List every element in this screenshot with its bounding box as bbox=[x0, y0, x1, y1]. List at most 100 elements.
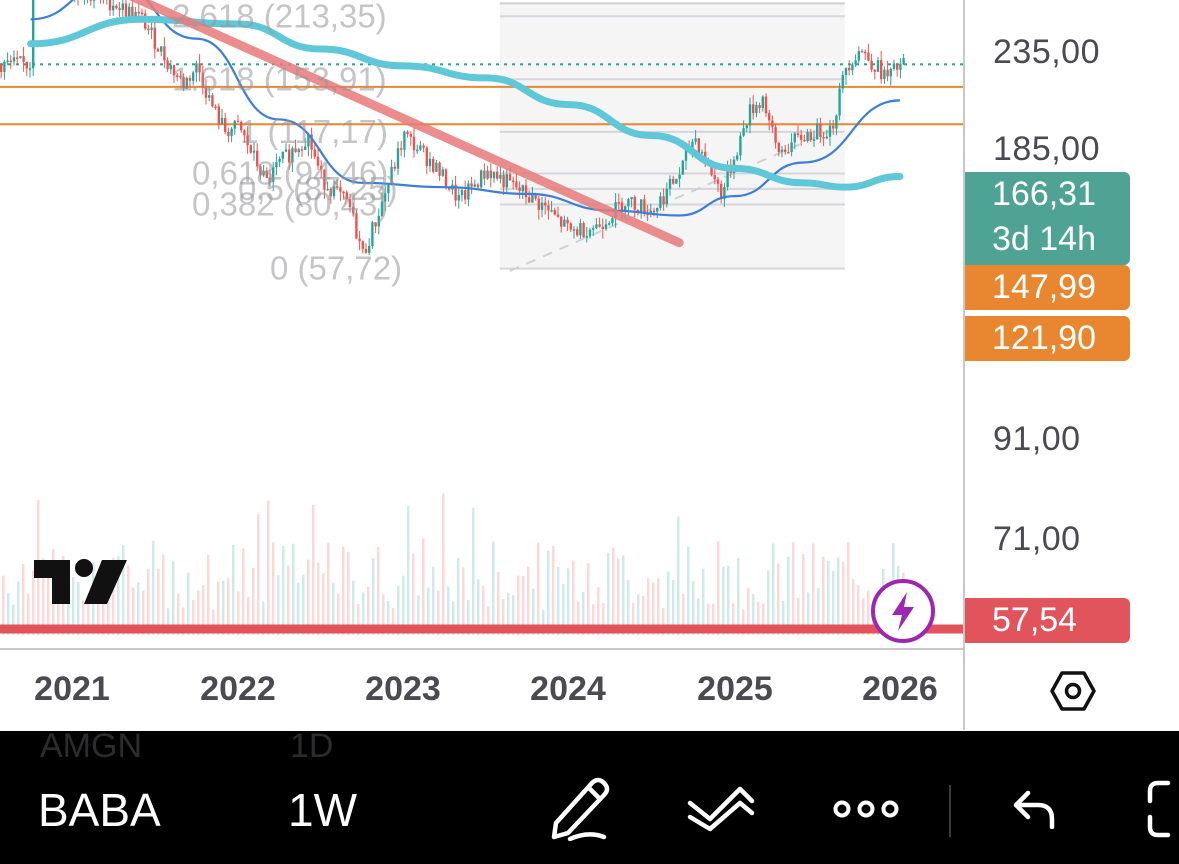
descending-trend-line bbox=[128, 0, 684, 248]
volume-bar bbox=[192, 599, 195, 635]
volume-bar bbox=[337, 593, 340, 635]
ghost-symbol: AMGN bbox=[40, 731, 142, 765]
candle-body bbox=[278, 158, 281, 163]
candle-body bbox=[6, 60, 9, 63]
ghost-interval: 1D bbox=[290, 731, 334, 765]
fib-level-label: 0 (57,72) bbox=[270, 250, 402, 287]
time-axis[interactable]: 2021 2022 2023 2024 2025 2026 bbox=[0, 650, 965, 730]
candle-body bbox=[540, 202, 544, 210]
time-tick: 2021 bbox=[34, 670, 110, 708]
candle-body bbox=[496, 171, 499, 179]
candle-body bbox=[243, 130, 246, 136]
volume-bar bbox=[527, 566, 530, 635]
candle-body bbox=[137, 11, 140, 14]
fib-level-label: 1 (117,17) bbox=[240, 113, 388, 150]
candle-body bbox=[480, 170, 483, 188]
candle-body bbox=[876, 60, 880, 72]
candle-body bbox=[595, 224, 598, 229]
price-tick: 185,00 bbox=[993, 130, 1100, 168]
candle-body bbox=[745, 125, 748, 129]
trend-line[interactable] bbox=[100, 0, 684, 248]
volume-bar bbox=[42, 558, 45, 635]
last-price-line bbox=[584, 63, 587, 66]
pen-icon[interactable] bbox=[548, 773, 612, 841]
volume-bar bbox=[427, 587, 430, 635]
fib-level-label: 0,382 (80,43) bbox=[192, 186, 388, 223]
candle-body bbox=[201, 72, 204, 88]
volume-bar bbox=[802, 554, 805, 635]
candle-body bbox=[550, 210, 553, 212]
candle-body bbox=[448, 187, 451, 190]
last-price-line bbox=[496, 63, 499, 66]
candle-body bbox=[403, 131, 406, 150]
volume-bar bbox=[267, 500, 270, 635]
last-price-line bbox=[184, 63, 187, 66]
candle-body bbox=[630, 196, 633, 200]
horizontal-levels[interactable] bbox=[0, 63, 965, 634]
candle-body bbox=[684, 149, 688, 161]
chart-pane[interactable]: 2.618 (213,35) 1.618 (153,91) 1 (117,17) 0,… bbox=[0, 0, 965, 650]
last-price-line bbox=[904, 63, 907, 66]
settings-hexagon-icon[interactable] bbox=[1050, 670, 1096, 712]
volume-bar bbox=[712, 603, 715, 635]
last-price-line bbox=[768, 63, 771, 66]
candle-body bbox=[326, 188, 329, 191]
price-axis[interactable]: 235,00 185,00 91,00 71,00 166,31 3d 14h … bbox=[965, 0, 1179, 650]
volume-bar bbox=[807, 592, 810, 635]
candle-body bbox=[841, 75, 844, 89]
last-price-line bbox=[760, 63, 763, 66]
volume-bar bbox=[757, 601, 760, 635]
more-dots-icon[interactable] bbox=[832, 799, 900, 819]
candle-body bbox=[828, 125, 832, 137]
last-price-line bbox=[512, 63, 515, 66]
last-price-line bbox=[624, 63, 627, 66]
last-price-line bbox=[312, 63, 315, 66]
last-price-line bbox=[320, 63, 323, 66]
volume-bar bbox=[162, 554, 165, 635]
candle-body bbox=[742, 128, 745, 136]
volume-bar bbox=[742, 609, 745, 635]
candle-body bbox=[883, 69, 886, 80]
lightning-icon[interactable] bbox=[870, 578, 936, 644]
candle-body bbox=[873, 69, 876, 72]
trend-lines-icon[interactable] bbox=[686, 783, 758, 833]
candle-body bbox=[585, 236, 588, 238]
last-price-label: 166,31 3d 14h bbox=[965, 172, 1130, 265]
last-price-line bbox=[464, 63, 467, 66]
candle-body bbox=[640, 199, 643, 214]
last-price-line bbox=[808, 63, 811, 66]
last-price-line bbox=[160, 63, 163, 66]
candle-body bbox=[675, 178, 678, 184]
volume-bar bbox=[542, 609, 545, 635]
last-price-line bbox=[776, 63, 779, 66]
symbol-selector[interactable]: BABA bbox=[38, 784, 161, 836]
candle-body bbox=[150, 27, 153, 30]
last-price-line bbox=[168, 63, 171, 66]
volume-bar bbox=[197, 590, 200, 635]
last-price-line bbox=[360, 63, 363, 66]
price-chart[interactable]: 2.618 (213,35) 1.618 (153,91) 1 (117,17) 0,… bbox=[0, 0, 965, 650]
candle-body bbox=[435, 162, 438, 172]
volume-bar bbox=[227, 578, 230, 635]
last-price-line bbox=[216, 63, 219, 66]
last-price-value: 166,31 bbox=[992, 175, 1096, 213]
candle-body bbox=[422, 145, 425, 148]
candle-body bbox=[128, 6, 131, 17]
volume-bar bbox=[462, 567, 465, 635]
fib-level-label: 2.618 (213,35) bbox=[172, 0, 387, 34]
price-tick: 91,00 bbox=[993, 420, 1081, 458]
candle-body bbox=[505, 174, 508, 188]
volume-bar bbox=[407, 505, 410, 635]
candle-body bbox=[758, 105, 761, 108]
volume-bar bbox=[292, 543, 295, 635]
candle-body bbox=[396, 148, 400, 169]
undo-icon[interactable] bbox=[1012, 789, 1058, 829]
volume-bar bbox=[782, 600, 785, 635]
volume-bar bbox=[787, 556, 790, 635]
fullscreen-icon[interactable] bbox=[1146, 779, 1179, 839]
volume-bar bbox=[722, 566, 725, 635]
candle-body bbox=[281, 151, 284, 159]
candle-body bbox=[160, 46, 163, 52]
interval-selector[interactable]: 1W bbox=[288, 784, 357, 836]
volume-bars bbox=[2, 493, 905, 635]
